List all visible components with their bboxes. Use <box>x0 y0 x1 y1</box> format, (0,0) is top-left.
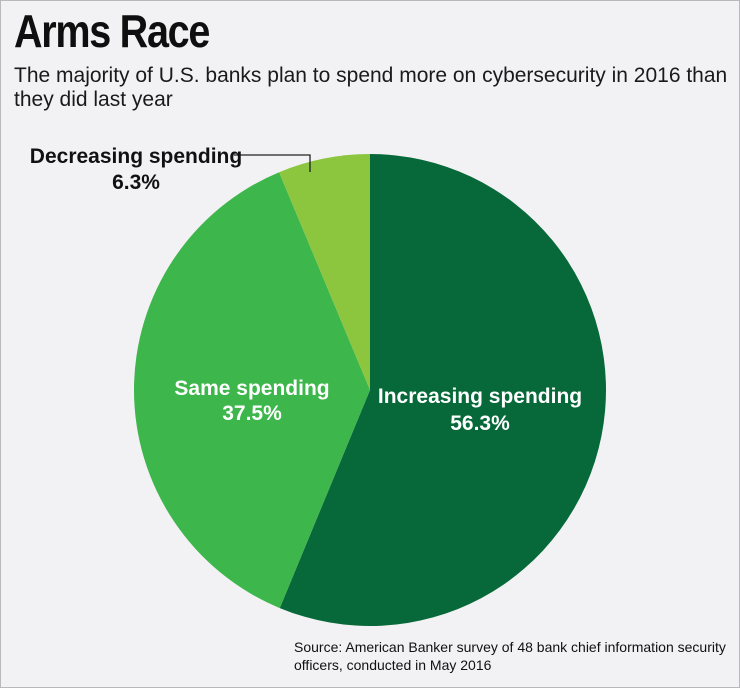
chart-title: Arms Race <box>14 5 210 57</box>
slice-label-same: Same spending <box>174 377 329 400</box>
slice-label-increasing: Increasing spending <box>378 385 582 408</box>
slice-label-decreasing: Decreasing spending <box>30 145 242 168</box>
slice-value-same: 37.5% <box>222 402 282 425</box>
pie-slice-decreasing <box>279 154 370 390</box>
chart-subtitle: The majority of U.S. banks plan to spend… <box>14 64 728 111</box>
slice-value-decreasing: 6.3% <box>112 171 160 194</box>
slice-value-increasing: 56.3% <box>450 412 510 435</box>
source-note: Source: American Banker survey of 48 ban… <box>294 639 726 673</box>
pie-slice-same <box>133 172 370 609</box>
pie-slice-increasing <box>279 154 607 626</box>
decreasing-leader-line <box>234 154 311 172</box>
